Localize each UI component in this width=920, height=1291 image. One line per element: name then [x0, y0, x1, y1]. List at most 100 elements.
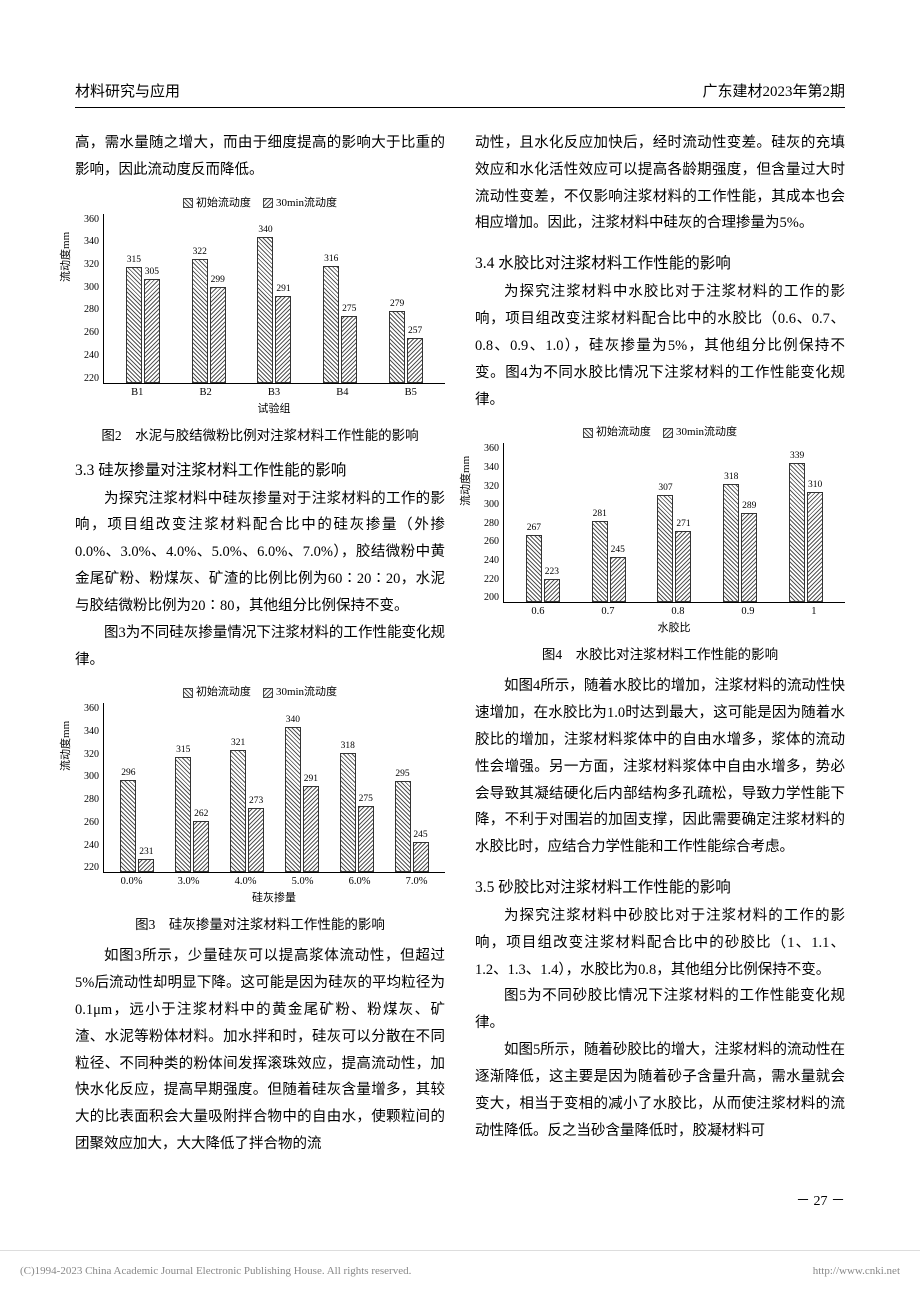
x-tick: 0.0% — [121, 876, 143, 887]
bar: 257 — [407, 338, 423, 383]
bar: 262 — [193, 821, 209, 872]
x-tick: 0.8 — [671, 606, 684, 617]
x-axis: 0.60.70.80.91 — [475, 606, 845, 617]
x-tick: 0.6 — [531, 606, 544, 617]
bar-value-label: 340 — [286, 715, 300, 725]
chart-body: 流动度mm36034032030028026024022031530532229… — [75, 214, 445, 384]
footer-left: (C)1994-2023 China Academic Journal Elec… — [20, 1265, 411, 1277]
x-tick: B5 — [405, 387, 417, 398]
figure-3-caption: 图3 硅灰掺量对注浆材料工作性能的影响 — [75, 913, 445, 933]
bar-value-label: 310 — [808, 480, 822, 490]
bar-value-label: 339 — [790, 451, 804, 461]
bar: 322 — [192, 259, 208, 383]
x-axis-label: 水胶比 — [475, 619, 845, 635]
y-tick: 360 — [75, 703, 99, 714]
bar: 310 — [807, 492, 823, 602]
header-right: 广东建材2023年第2期 — [702, 80, 845, 101]
bar-value-label: 316 — [324, 254, 338, 264]
sec33-p3: 如图3所示，少量硅灰可以提高浆体流动性，但超过5%后流动性却明显下降。这可能是因… — [75, 943, 445, 1158]
bar-value-label: 245 — [611, 545, 625, 555]
bar: 305 — [144, 279, 160, 382]
bar-value-label: 307 — [658, 483, 672, 493]
bar: 279 — [389, 311, 405, 383]
right-column: 动性，且水化反应加快后，经时流动性变差。硅灰的充填效应和水化活性效应可以提高各龄… — [475, 130, 845, 1158]
x-axis-label: 试验组 — [75, 400, 445, 416]
x-tick: 6.0% — [349, 876, 371, 887]
bar-value-label: 273 — [249, 796, 263, 806]
bar: 231 — [138, 859, 154, 872]
bar: 267 — [526, 535, 542, 602]
y-tick: 280 — [75, 304, 99, 315]
bar-group: 318289 — [723, 484, 757, 602]
bar-value-label: 322 — [193, 247, 207, 257]
bar-value-label: 315 — [127, 255, 141, 265]
bar: 296 — [120, 780, 136, 872]
y-axis-label: 流动度mm — [57, 721, 73, 771]
section-3-3-title: 3.3 硅灰掺量对注浆材料工作性能的影响 — [75, 458, 445, 480]
bar-value-label: 267 — [527, 523, 541, 533]
bar: 321 — [230, 750, 246, 873]
bar-value-label: 291 — [304, 774, 318, 784]
bar: 315 — [126, 267, 142, 382]
y-axis: 360340320300280260240220200 — [475, 443, 503, 603]
bar-value-label: 262 — [194, 809, 208, 819]
left-p1: 高，需水量随之增大，而由于细度提高的影响大于比重的影响，因此流动度反而降低。 — [75, 130, 445, 184]
header-left: 材料研究与应用 — [75, 80, 180, 101]
bar: 271 — [675, 531, 691, 602]
bar-group: 322299 — [192, 259, 226, 383]
bar-value-label: 279 — [390, 299, 404, 309]
x-tick: 7.0% — [406, 876, 428, 887]
bar: 291 — [275, 296, 291, 382]
bar: 245 — [413, 842, 429, 872]
bar: 339 — [789, 463, 805, 602]
y-tick: 340 — [75, 726, 99, 737]
bar-value-label: 231 — [139, 847, 153, 857]
figure-4-caption: 图4 水胶比对注浆材料工作性能的影响 — [475, 643, 845, 663]
page-number: － 27 － — [75, 1190, 845, 1210]
bar: 273 — [248, 808, 264, 872]
publisher-footer: (C)1994-2023 China Academic Journal Elec… — [0, 1250, 920, 1291]
sec34-p1: 为探究注浆材料中水胶比对于注浆材料的工作的影响，项目组改变注浆材料配合比中的水胶… — [475, 279, 845, 413]
section-3-5-title: 3.5 砂胶比对注浆材料工作性能的影响 — [475, 875, 845, 897]
bar-value-label: 318 — [341, 741, 355, 751]
footer-right: http://www.cnki.net — [813, 1265, 900, 1277]
running-header: 材料研究与应用 广东建材2023年第2期 — [75, 80, 845, 108]
sec34-p2: 如图4所示，随着水胶比的增加，注浆材料的流动性快速增加，在水胶比为1.0时达到最… — [475, 673, 845, 861]
bar-group: 295245 — [395, 781, 429, 872]
y-tick: 360 — [475, 443, 499, 454]
bar-group: 340291 — [257, 237, 291, 383]
bar-value-label: 295 — [395, 769, 409, 779]
bar: 340 — [257, 237, 273, 383]
y-tick: 340 — [75, 236, 99, 247]
chart-legend: 初始流动度30min流动度 — [75, 194, 445, 210]
x-axis: B1B2B3B4B5 — [75, 387, 445, 398]
bar-value-label: 318 — [724, 472, 738, 482]
bar: 316 — [323, 266, 339, 383]
chart-body: 流动度mm36034032030028026024022029623131526… — [75, 703, 445, 873]
x-tick: 3.0% — [178, 876, 200, 887]
y-tick: 300 — [475, 499, 499, 510]
bar: 318 — [723, 484, 739, 602]
y-tick: 360 — [75, 214, 99, 225]
chart-body: 流动度mm36034032030028026024022020026722328… — [475, 443, 845, 603]
y-tick: 320 — [75, 259, 99, 270]
bar-group: 318275 — [340, 753, 374, 872]
bar-value-label: 275 — [342, 304, 356, 314]
page: 材料研究与应用 广东建材2023年第2期 高，需水量随之增大，而由于细度提高的影… — [0, 0, 920, 1240]
legend-initial: 初始流动度 — [183, 683, 251, 699]
bar-value-label: 275 — [359, 794, 373, 804]
y-tick: 300 — [75, 771, 99, 782]
sec35-p3: 如图5所示，随着砂胶比的增大，注浆材料的流动性在逐渐降低，这主要是因为随着砂子含… — [475, 1037, 845, 1144]
legend-30min: 30min流动度 — [263, 683, 337, 699]
bar-group: 315305 — [126, 267, 160, 382]
bar: 318 — [340, 753, 356, 872]
x-tick: 5.0% — [292, 876, 314, 887]
bar-group: 267223 — [526, 535, 560, 602]
y-tick: 320 — [75, 749, 99, 760]
y-tick: 240 — [475, 555, 499, 566]
y-tick: 260 — [75, 817, 99, 828]
bar-value-label: 257 — [408, 326, 422, 336]
x-tick: 1 — [811, 606, 816, 617]
bar-value-label: 271 — [676, 519, 690, 529]
legend-initial: 初始流动度 — [183, 194, 251, 210]
